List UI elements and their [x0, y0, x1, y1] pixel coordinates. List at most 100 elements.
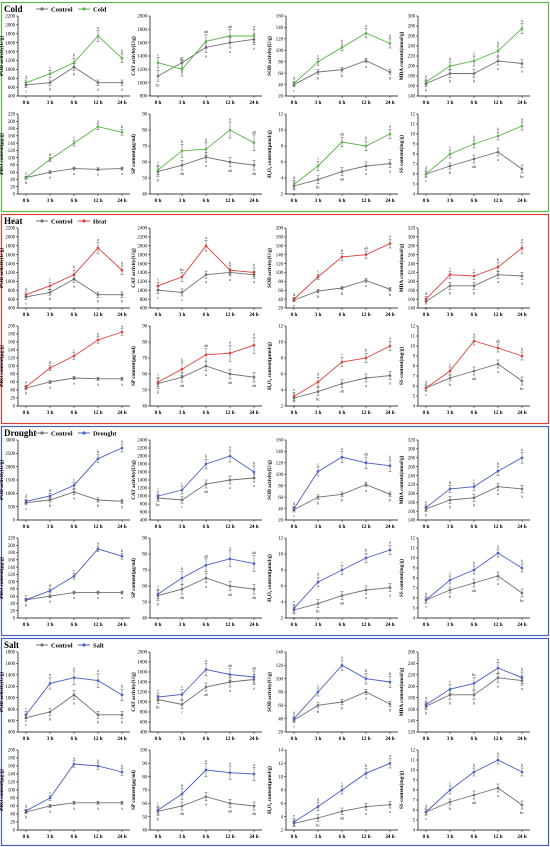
significance-label: b: [521, 347, 524, 352]
data-point: [316, 704, 320, 707]
significance-label: a: [253, 46, 255, 51]
significance-label: a: [497, 581, 499, 586]
data-point: [448, 64, 452, 68]
y-axis-label: PRO content(μg/g): [0, 345, 5, 387]
significance-label: a: [73, 496, 75, 501]
significance-label: a: [521, 69, 523, 74]
y-tick-label: 12: [410, 113, 415, 118]
data-point: [424, 810, 428, 814]
y-tick-label: 10: [410, 557, 415, 562]
y-axis-label: SP content(μg/ml): [130, 558, 137, 598]
x-tick-label: 24 h: [385, 198, 394, 204]
y-tick-label: 1800: [5, 244, 15, 249]
y-axis-label: SS content(mg/g): [398, 559, 405, 597]
y-tick-label: 8: [281, 789, 284, 794]
x-tick-label: 6 h: [471, 834, 478, 840]
y-tick-label: 120: [276, 262, 284, 267]
x-tick-label: 6 h: [203, 100, 210, 106]
x-tick-label: 12 h: [493, 834, 502, 840]
y-tick-label: 1600: [137, 471, 147, 476]
y-tick-label: 240: [408, 262, 416, 267]
data-point: [388, 803, 392, 806]
series-cold: e d c a b: [24, 118, 124, 180]
data-point: [448, 376, 452, 380]
data-point: [96, 498, 100, 502]
x-tick-label: 6 h: [71, 736, 78, 742]
significance-label: a: [205, 235, 207, 240]
significance-label: a: [73, 700, 75, 705]
y-tick-label: 180: [8, 757, 16, 762]
data-point: [24, 176, 28, 179]
series-control: c c a a a: [156, 268, 256, 302]
significance-label: b: [365, 136, 368, 141]
y-tick-label: 1200: [137, 68, 147, 73]
significance-label: a: [97, 237, 99, 242]
y-tick-label: 40: [278, 83, 283, 88]
series-drought: d d c b a: [24, 439, 124, 504]
y-tick-label: 6: [413, 809, 416, 814]
data-point: [316, 275, 320, 279]
data-point: [96, 591, 100, 594]
significance-label: c: [181, 504, 183, 509]
significance-label: a: [97, 172, 99, 177]
y-tick-label: 400: [140, 731, 148, 736]
series-control: c bc ab a a: [292, 801, 392, 833]
significance-label: b: [341, 73, 344, 78]
x-tick-label: 24 h: [517, 410, 526, 416]
y-tick-label: 2000: [137, 651, 147, 656]
significance-label: c: [25, 301, 27, 306]
y-axis-label: H₂O₂ content(μmol/g): [266, 342, 273, 390]
significance-label: b: [389, 671, 392, 676]
significance-label: ab: [204, 553, 209, 558]
data-point: [340, 382, 344, 385]
y-tick-label: 120: [276, 664, 284, 669]
y-tick-label: 50: [142, 389, 147, 394]
data-point: [156, 74, 160, 78]
y-tick-label: 40: [10, 178, 15, 183]
y-tick-label: 11: [410, 335, 415, 340]
data-point: [120, 81, 124, 84]
significance-label: b: [157, 816, 160, 821]
data-point: [180, 576, 184, 580]
data-point: [496, 485, 500, 488]
data-point: [204, 364, 208, 368]
significance-label: c: [473, 267, 475, 272]
x-tick-label: 24 h: [517, 312, 526, 318]
significance-label: c: [449, 679, 451, 684]
series-cold: c b b a ab: [156, 117, 257, 176]
y-tick-label: 1600: [5, 41, 15, 46]
x-tick-label: 6 h: [471, 198, 478, 204]
significance-label: d: [293, 76, 296, 81]
significance-label: c: [449, 571, 451, 576]
significance-label: b: [425, 513, 428, 518]
significance-label: ab: [340, 177, 345, 182]
significance-label: a: [73, 595, 75, 600]
y-tick-label: 4: [413, 193, 416, 198]
significance-label: a: [49, 809, 51, 814]
significance-label: c: [425, 392, 427, 397]
significance-label: b: [121, 719, 124, 724]
x-tick-label: 0 h: [423, 524, 430, 530]
data-point: [72, 801, 76, 805]
data-point: [180, 804, 184, 808]
series-cold: c bc ab ab a: [156, 24, 256, 77]
y-tick-label: 800: [140, 503, 148, 508]
significance-label: ab: [204, 29, 209, 34]
x-tick-label: 12 h: [361, 834, 370, 840]
y-tick-label: 7: [413, 587, 416, 592]
y-tick-label: 5: [413, 395, 416, 400]
y-tick-label: 260: [408, 253, 416, 258]
y-tick-label: 9: [413, 143, 416, 148]
subplot-heat-6: 40 50 60 70 80 90 0 h 3 h 6 h 12 h 24 h SP content(…: [130, 325, 262, 416]
x-tick-label: 3 h: [179, 410, 186, 416]
significance-label: a: [73, 665, 75, 670]
significance-label: c: [449, 266, 451, 271]
data-point: [340, 360, 344, 364]
x-tick-label: 12 h: [93, 524, 102, 530]
significance-label: b: [497, 41, 500, 46]
significance-label: c: [181, 710, 183, 715]
x-tick-label: 12 h: [93, 100, 102, 106]
x-tick-label: 3 h: [447, 736, 454, 742]
y-tick-label: 200: [408, 492, 416, 497]
subplot-salt-7: 2 4 6 8 10 12 14 0 h 3 h 6 h 12 h 24 h H₂O₂ content(…: [266, 749, 398, 840]
